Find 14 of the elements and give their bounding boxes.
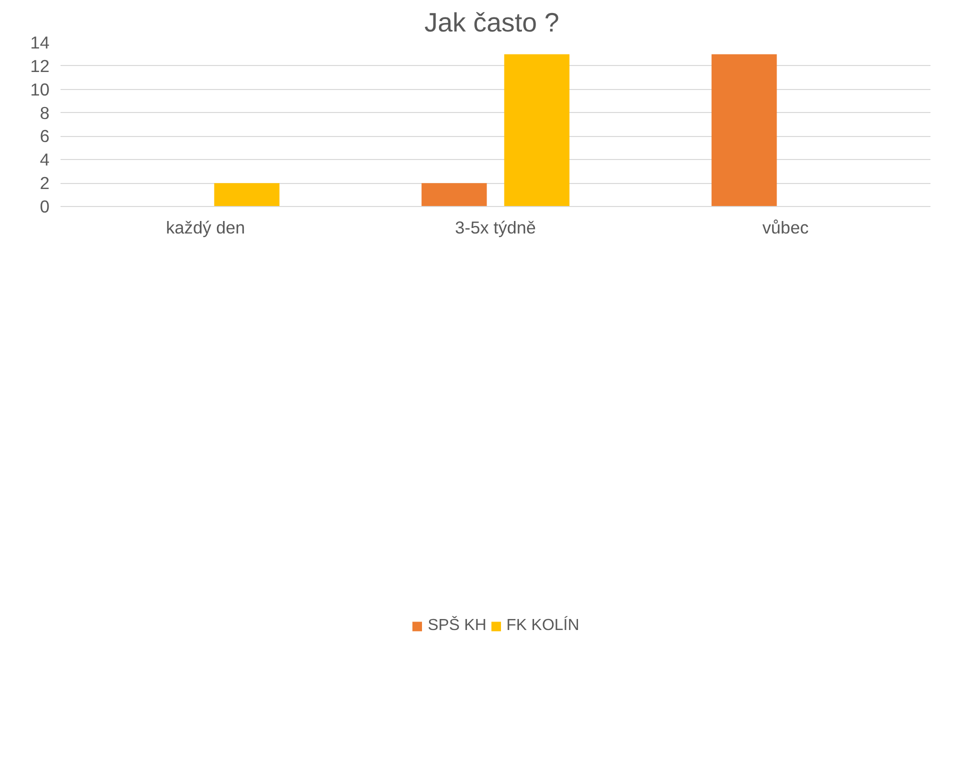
y-tick-label: 4 [40, 150, 50, 170]
y-tick-label: 8 [40, 102, 50, 123]
chart-title: Jak často ? [424, 8, 560, 38]
y-tick-label: 2 [40, 173, 50, 194]
x-tick-label: vůbec [762, 218, 809, 238]
legend-label: FK KOLÍN [506, 616, 580, 634]
x-tick-label: 3-5x týdně [455, 218, 536, 238]
legend-label: SPŠ KH [428, 616, 486, 634]
y-tick-label: 10 [30, 79, 50, 100]
x-tick-label: každý den [166, 218, 246, 238]
y-tick-label: 14 [30, 32, 50, 52]
y-tick-label: 12 [30, 56, 50, 76]
y-tick-label: 6 [40, 126, 50, 146]
y-tick-label: 0 [40, 196, 50, 216]
